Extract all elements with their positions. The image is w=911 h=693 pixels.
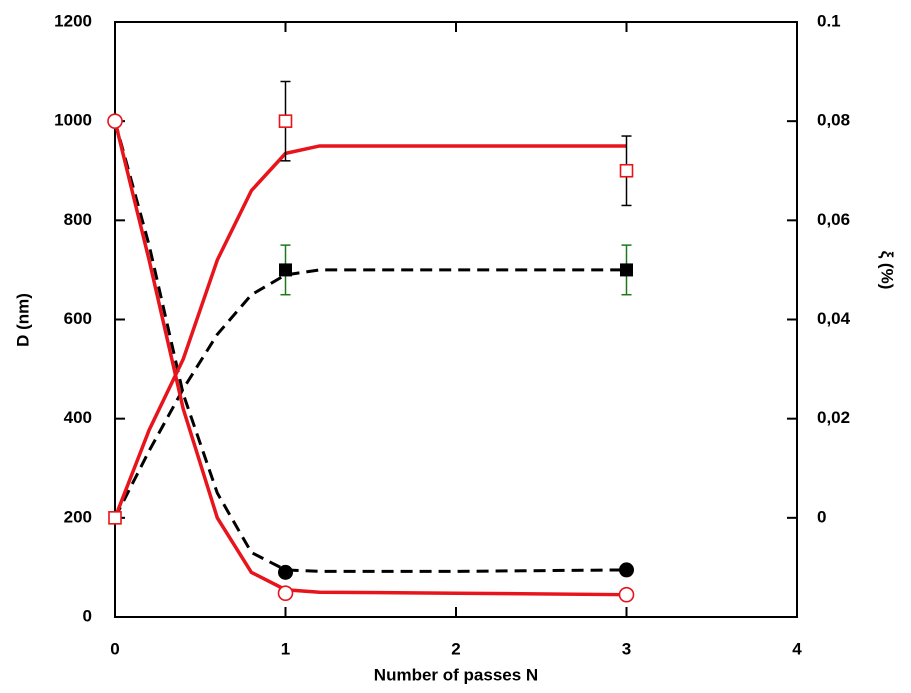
x-tick-label: 3	[622, 639, 631, 658]
y-tick-label: 0	[83, 606, 92, 625]
y-tick-label: 800	[64, 210, 92, 229]
point	[277, 585, 294, 602]
y2-tick-label: 0,04	[817, 309, 851, 328]
fit-line	[113, 120, 627, 597]
x-tick-label: 2	[451, 639, 460, 658]
point	[278, 564, 293, 580]
point	[619, 562, 634, 578]
y-tick-label: 600	[64, 309, 92, 328]
y2-tick-label: 0,06	[817, 210, 850, 229]
x-axis-label: Number of passes N	[374, 665, 538, 684]
point	[619, 163, 634, 178]
x-tick-label: 0	[110, 639, 119, 658]
fit-line	[113, 144, 627, 519]
fit-line	[113, 120, 627, 573]
y2-tick-label: 0	[817, 507, 826, 526]
point	[618, 586, 635, 603]
y2-tick-label: 0,02	[817, 408, 850, 427]
point	[278, 114, 293, 128]
plot-frame	[114, 21, 798, 618]
y-tick-label: 1200	[54, 11, 92, 30]
point	[620, 263, 633, 277]
point	[108, 511, 122, 525]
y-tick-label: 1000	[54, 111, 92, 130]
y2-axis-label: ξ (%)	[878, 251, 897, 290]
point	[279, 263, 292, 277]
x-tick-label: 1	[281, 639, 290, 658]
x-tick-label: 4	[792, 639, 802, 658]
y2-tick-label: 0.1	[817, 11, 841, 30]
point	[107, 113, 123, 129]
y-tick-label: 400	[64, 408, 92, 427]
y-axis-label: D (nm)	[13, 293, 32, 347]
y2-tick-label: 0,08	[817, 111, 850, 130]
fit-line	[113, 268, 627, 519]
y-tick-label: 200	[64, 507, 92, 526]
